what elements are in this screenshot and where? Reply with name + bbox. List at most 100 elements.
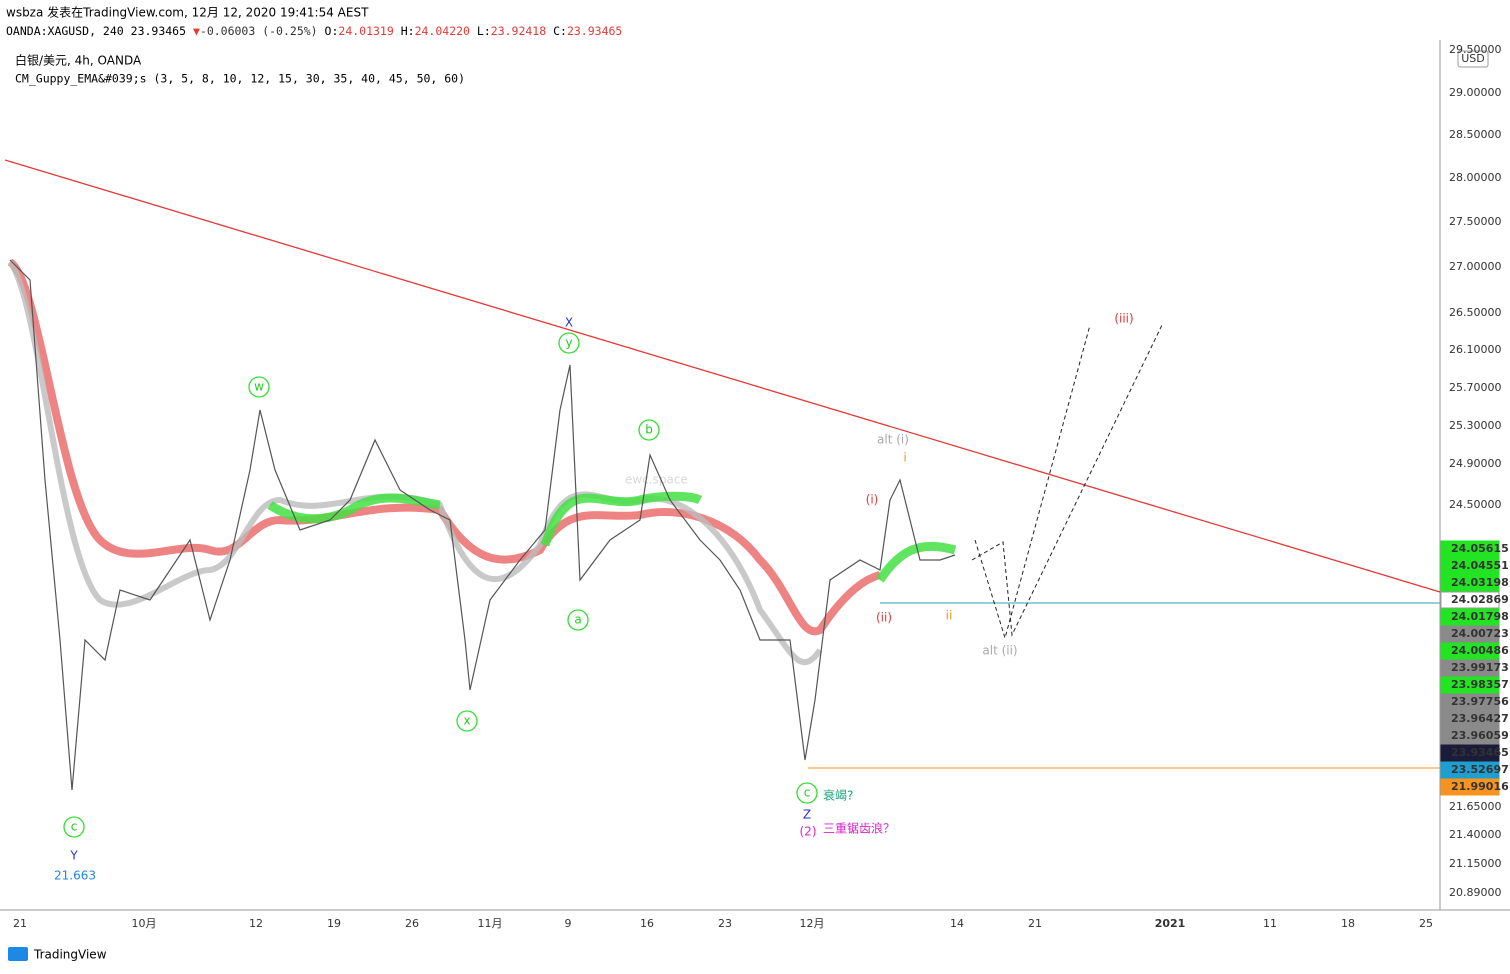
time-label: 12月 — [800, 917, 825, 930]
price-tag-label: 23.96427 — [1451, 712, 1509, 725]
wave-label: c — [71, 820, 78, 834]
circle — [796, 782, 818, 804]
circle — [567, 609, 589, 631]
wave-label: ii — [946, 609, 953, 623]
time-label: 21 — [1028, 917, 1042, 930]
time-label: 21 — [13, 917, 27, 930]
price-path — [9, 259, 956, 791]
price-tag — [1440, 625, 1500, 643]
price-tag — [1440, 574, 1500, 592]
price-label: 21.40000 — [1449, 828, 1502, 841]
price-tag — [1440, 710, 1500, 728]
price-tag-label: 23.97756 — [1451, 695, 1509, 708]
price-label: 27.00000 — [1449, 260, 1502, 273]
price-label: 24.50000 — [1449, 498, 1502, 511]
time-label: 11 — [1263, 917, 1277, 930]
time-label: 14 — [950, 917, 964, 930]
price-label: 28.50000 — [1449, 128, 1502, 141]
price-tag — [1440, 693, 1500, 711]
wave-label: (ii) — [876, 611, 892, 625]
publisher: wsbza 发表在TradingView.com, 12月 12, 2020 1… — [6, 5, 369, 20]
time-label: 26 — [405, 917, 419, 930]
time-label: 9 — [565, 917, 572, 930]
circle — [248, 376, 270, 398]
price-tag — [1440, 727, 1500, 745]
wave-label: (i) — [866, 493, 879, 507]
price-label: 29.50000 — [1449, 43, 1502, 56]
circle — [456, 710, 478, 732]
price-tag-label: 24.02869 — [1451, 593, 1509, 606]
price-tag-label: 24.03198 — [1451, 576, 1509, 589]
price-tag — [1440, 591, 1500, 609]
time-label: 12 — [249, 917, 263, 930]
circle — [63, 816, 85, 838]
time-label: 18 — [1341, 917, 1355, 930]
note: 衰竭? — [823, 788, 853, 803]
price-note: 21.663 — [54, 869, 96, 883]
price-tag — [1440, 744, 1500, 762]
projection-arrows — [971, 324, 1163, 640]
time-label: 19 — [327, 917, 341, 930]
price-tag-label: 24.00486 — [1451, 644, 1509, 657]
price-tag-label: 24.01798 — [1451, 610, 1509, 623]
price-tag-label: 23.99173 — [1451, 661, 1509, 674]
price-tag-label: 24.05615 — [1451, 542, 1509, 555]
wave-label: w — [254, 380, 264, 394]
price-label: 28.00000 — [1449, 171, 1502, 184]
symbol: OANDA:XAGUSD, 240 23.93465 ▼-0.06003 (-0… — [6, 24, 622, 38]
legend-series: 白银/美元, 4h, OANDA — [15, 53, 142, 68]
price-label: 26.50000 — [1449, 306, 1502, 319]
watermark: ewc.space — [625, 473, 688, 487]
circle — [558, 332, 580, 354]
price-tag-label: 21.99016 — [1451, 780, 1509, 793]
price-label: 29.00000 — [1449, 86, 1502, 99]
currency-badge[interactable] — [1457, 50, 1489, 68]
price-tag — [1440, 642, 1500, 660]
price-tag-label: 24.00723 — [1451, 627, 1509, 640]
trendline — [4, 159, 1441, 593]
time-label: 23 — [718, 917, 732, 930]
price-tag-label: 24.04551 — [1451, 559, 1509, 572]
wave-label: i — [903, 451, 906, 465]
legend-indicator: CM_Guppy_EMA&#039;s (3, 5, 8, 10, 12, 15… — [15, 72, 465, 86]
wave-label: (2) — [800, 825, 817, 839]
price-label: 20.89000 — [1449, 886, 1502, 899]
price-tag — [1440, 676, 1500, 694]
note: 三重锯齿浪？ — [823, 821, 895, 836]
price-tag — [1440, 761, 1500, 779]
footer: TradingView — [33, 948, 107, 962]
price-label: 27.50000 — [1449, 215, 1502, 228]
price-tag-label: 23.52697 — [1451, 763, 1509, 776]
wave-label: alt (i) — [877, 433, 909, 447]
time-label: 2021 — [1155, 917, 1186, 930]
currency: USD — [1461, 52, 1485, 65]
wave-label: Z — [803, 808, 811, 822]
wave-label: Y — [69, 849, 78, 863]
time-label: 25 — [1419, 917, 1433, 930]
price-label: 26.10000 — [1449, 343, 1502, 356]
price-tag-label: 23.96059 — [1451, 729, 1509, 742]
price-tag — [1440, 608, 1500, 626]
wave-label: c — [804, 786, 811, 800]
price-tag — [1440, 659, 1500, 677]
time-label: 11月 — [478, 917, 503, 930]
circle — [638, 419, 660, 441]
wave-label: X — [565, 316, 573, 330]
price-tag — [1440, 557, 1500, 575]
guppy-fast — [267, 491, 957, 583]
price-label: 21.15000 — [1449, 857, 1502, 870]
wave-label: (iii) — [1114, 312, 1133, 326]
price-label: 21.65000 — [1449, 800, 1502, 813]
wave-label: y — [565, 336, 572, 350]
price-tag — [1440, 540, 1500, 558]
price-label: 25.30000 — [1449, 419, 1502, 432]
price-tag-label: 23.93465 — [1451, 746, 1509, 759]
wave-label: a — [574, 613, 581, 627]
time-label: 16 — [640, 917, 654, 930]
logo — [8, 947, 28, 961]
wave-label: alt (ii) — [982, 644, 1017, 658]
price-label: 25.70000 — [1449, 381, 1502, 394]
price-tag — [1440, 778, 1500, 796]
wave-label: x — [463, 714, 470, 728]
